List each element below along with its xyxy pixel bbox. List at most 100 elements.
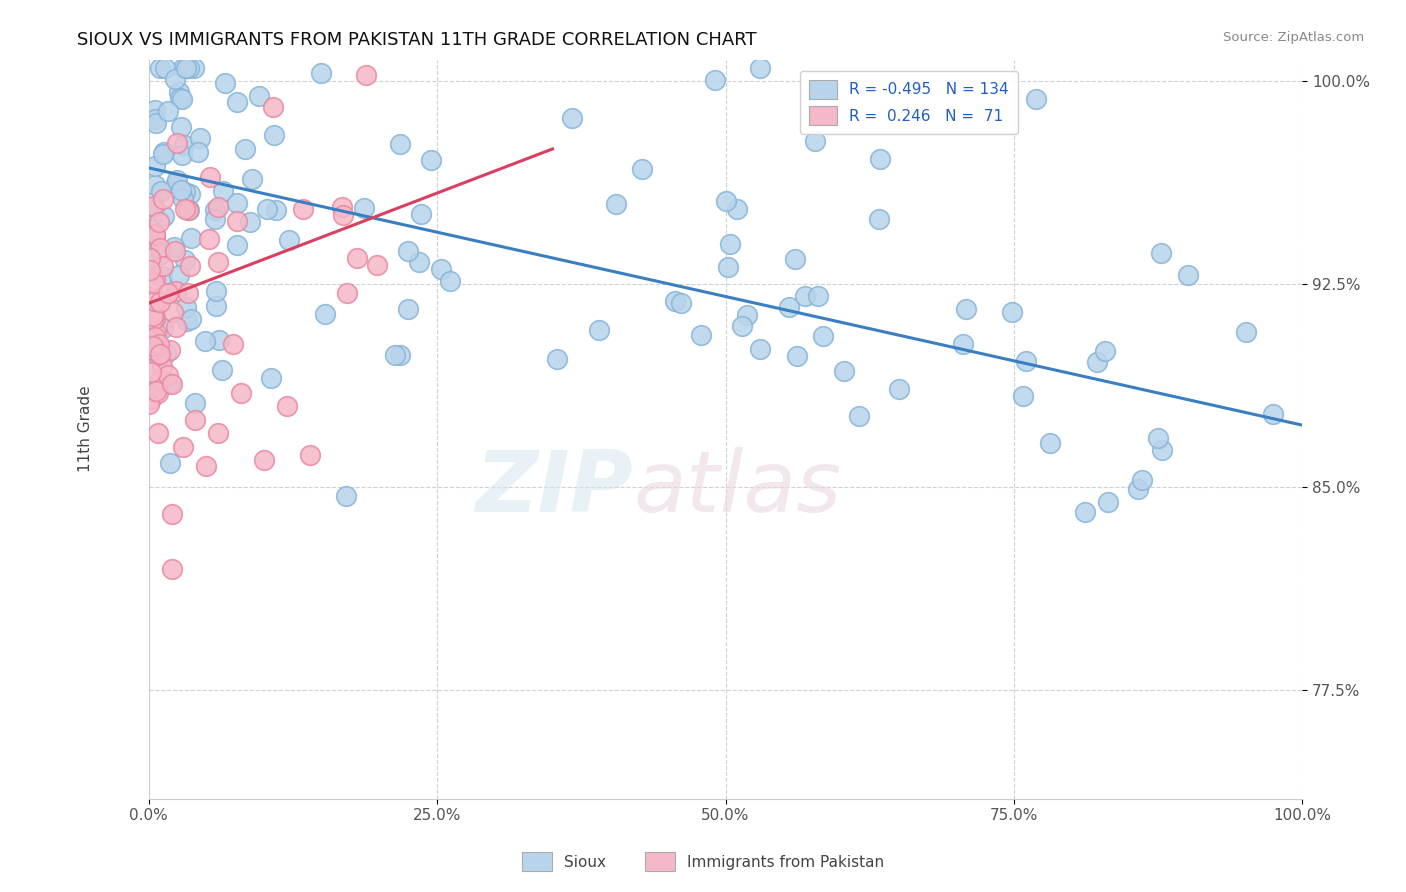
- Point: [149, 294, 172, 309]
- Point: [388, 137, 411, 152]
- Point: [145, 326, 167, 340]
- Point: [149, 61, 172, 75]
- Point: [778, 300, 800, 314]
- Point: [868, 211, 890, 226]
- Point: [278, 233, 301, 247]
- Point: [335, 489, 357, 503]
- Point: [1001, 305, 1024, 319]
- Point: [149, 241, 172, 255]
- Point: [194, 334, 217, 348]
- Point: [139, 263, 162, 277]
- Point: [804, 134, 827, 148]
- Point: [142, 343, 165, 357]
- Point: [704, 73, 727, 87]
- Point: [247, 88, 270, 103]
- Point: [145, 384, 167, 399]
- Point: [222, 336, 245, 351]
- Point: [142, 200, 165, 214]
- Point: [187, 145, 209, 160]
- Point: [143, 307, 166, 321]
- Point: [793, 289, 815, 303]
- Point: [139, 316, 162, 330]
- Point: [396, 301, 419, 316]
- Point: [143, 227, 166, 242]
- Point: [848, 409, 870, 423]
- Point: [314, 307, 336, 321]
- Point: [353, 201, 375, 215]
- Point: [346, 251, 368, 265]
- Point: [142, 199, 165, 213]
- Point: [145, 103, 167, 117]
- Point: [160, 561, 183, 575]
- Point: [159, 343, 181, 358]
- Point: [173, 137, 195, 152]
- Point: [1147, 431, 1170, 445]
- Point: [384, 348, 406, 362]
- Text: atlas: atlas: [633, 447, 841, 530]
- Point: [142, 339, 165, 353]
- Point: [546, 352, 568, 367]
- Point: [169, 86, 191, 100]
- Point: [159, 376, 181, 390]
- Point: [1130, 473, 1153, 487]
- Point: [162, 240, 184, 254]
- Point: [150, 268, 173, 283]
- Point: [149, 373, 172, 387]
- Point: [146, 385, 169, 400]
- Point: [1097, 494, 1119, 508]
- Point: [139, 231, 162, 245]
- Point: [155, 346, 177, 360]
- Point: [176, 314, 198, 328]
- Point: [1039, 436, 1062, 450]
- Point: [142, 276, 165, 290]
- Point: [176, 61, 198, 75]
- Point: [1150, 246, 1173, 260]
- Point: [157, 104, 180, 119]
- Point: [226, 214, 249, 228]
- Point: [1128, 482, 1150, 496]
- Text: Source: ZipAtlas.com: Source: ZipAtlas.com: [1223, 31, 1364, 45]
- Point: [143, 272, 166, 286]
- Point: [152, 147, 174, 161]
- Point: [588, 323, 610, 337]
- Point: [174, 300, 197, 314]
- Point: [179, 186, 201, 201]
- Point: [887, 382, 910, 396]
- Point: [139, 392, 162, 406]
- Point: [208, 333, 231, 347]
- Point: [143, 159, 166, 173]
- Point: [813, 329, 835, 343]
- Point: [156, 285, 179, 300]
- Point: [172, 61, 194, 75]
- Point: [1015, 354, 1038, 368]
- Point: [256, 202, 278, 216]
- Point: [717, 260, 740, 274]
- Point: [143, 112, 166, 127]
- Point: [148, 337, 170, 351]
- Point: [630, 161, 652, 176]
- Point: [145, 334, 167, 349]
- Point: [148, 215, 170, 229]
- Point: [138, 290, 160, 304]
- Point: [226, 237, 249, 252]
- Point: [173, 185, 195, 199]
- Point: [174, 61, 197, 75]
- Point: [276, 399, 298, 413]
- Point: [330, 200, 353, 214]
- Point: [430, 262, 453, 277]
- Point: [207, 426, 229, 441]
- Point: [408, 254, 430, 268]
- Point: [1261, 407, 1284, 421]
- Point: [263, 128, 285, 142]
- Point: [205, 284, 228, 298]
- Point: [869, 153, 891, 167]
- Point: [1152, 442, 1174, 457]
- Point: [225, 95, 247, 109]
- Point: [748, 61, 770, 75]
- Point: [180, 230, 202, 244]
- Point: [207, 200, 229, 214]
- Point: [561, 111, 583, 125]
- Point: [955, 301, 977, 316]
- Point: [689, 328, 711, 343]
- Point: [735, 308, 758, 322]
